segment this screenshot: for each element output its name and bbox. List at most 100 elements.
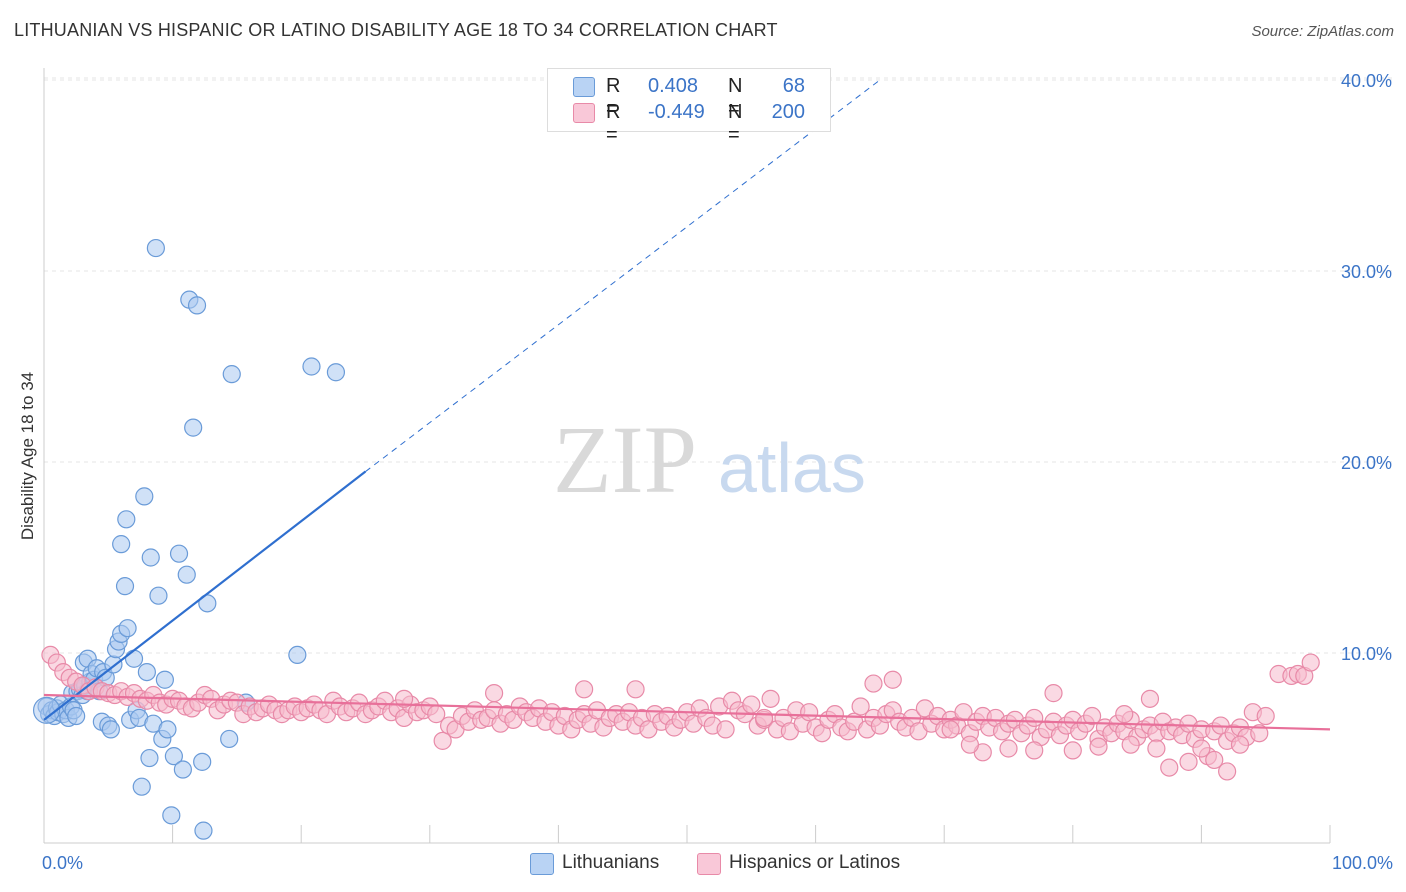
legend-swatch-blue	[573, 77, 595, 97]
series-hispanics	[41, 645, 1320, 781]
data-point	[117, 510, 136, 529]
legend-r-label: R =	[606, 75, 621, 120]
watermark-zip: ZIP	[553, 406, 697, 513]
data-point	[1218, 762, 1237, 781]
data-point	[1089, 737, 1108, 756]
data-point	[1115, 705, 1134, 724]
data-point	[394, 689, 414, 708]
data-point	[761, 689, 780, 708]
legend-swatch-pink	[573, 103, 595, 123]
data-point	[1147, 739, 1166, 758]
data-point	[187, 296, 207, 315]
bottom-legend-label: Hispanics or Latinos	[729, 852, 901, 873]
data-point	[118, 619, 137, 638]
bottom-legend-swatch-pink	[697, 853, 721, 875]
data-point	[1250, 724, 1269, 743]
bottom-legend-swatch-blue	[530, 853, 554, 875]
y-axis-label: Disability Age 18 to 34	[18, 372, 37, 540]
data-point	[575, 680, 594, 699]
data-point	[954, 703, 973, 722]
data-point	[1205, 750, 1224, 770]
y-tick-label: 30.0%	[1341, 262, 1392, 282]
data-point	[132, 777, 151, 796]
data-point	[1063, 741, 1082, 760]
data-point	[485, 684, 504, 703]
legend-n-label: N =	[728, 101, 743, 146]
data-point	[999, 739, 1018, 758]
legend-r-value: 0.408	[648, 75, 699, 97]
data-point	[626, 680, 645, 699]
data-point	[193, 752, 212, 771]
data-point	[155, 670, 174, 689]
data-point	[864, 674, 883, 693]
data-point	[146, 238, 165, 258]
data-point	[302, 357, 321, 376]
data-point	[1082, 706, 1102, 726]
data-point	[1301, 653, 1320, 672]
data-point	[1179, 752, 1198, 771]
data-point	[1044, 684, 1063, 703]
y-tick-label: 40.0%	[1341, 71, 1392, 91]
data-point	[124, 649, 144, 668]
data-point	[135, 487, 154, 506]
data-point-cluster	[32, 696, 61, 724]
stats-legend: R = 0.408 N = 68 R = -0.449 N = 200	[547, 68, 831, 146]
watermark-atlas: atlas	[718, 429, 866, 507]
data-point	[115, 577, 135, 596]
trend-line-lithuanians	[43, 470, 367, 721]
data-point	[173, 760, 192, 779]
legend-n-value: 68	[782, 75, 805, 97]
data-point	[851, 697, 870, 716]
trend-lines	[43, 79, 1331, 731]
trend-line-hispanics	[43, 693, 1331, 731]
data-point	[941, 720, 960, 739]
data-point	[1160, 758, 1179, 777]
data-point	[141, 548, 160, 567]
data-point	[288, 645, 307, 665]
data-point	[1230, 735, 1250, 754]
data-point	[1025, 741, 1044, 760]
watermark: ZIP atlas	[553, 406, 866, 513]
legend-r-value: -0.449	[648, 101, 705, 123]
data-point	[137, 662, 156, 682]
y-tick-label: 10.0%	[1341, 644, 1392, 664]
trend-line-lithuanians-extension	[365, 79, 881, 472]
data-point	[112, 535, 131, 554]
bottom-legend-label: Lithuanians	[562, 852, 660, 873]
data-point	[222, 365, 241, 384]
data-point	[716, 720, 735, 739]
legend-n-label: N =	[728, 75, 743, 120]
data-point	[194, 821, 213, 840]
data-point	[326, 363, 346, 382]
data-point	[169, 544, 189, 563]
data-point	[1121, 735, 1140, 754]
data-point	[1192, 739, 1211, 758]
source-label: Source: ZipAtlas.com	[1251, 23, 1394, 40]
data-point	[162, 806, 181, 825]
data-point	[755, 708, 774, 728]
data-point	[800, 703, 819, 722]
data-point	[101, 720, 120, 739]
data-point	[1256, 706, 1275, 726]
legend-n-value: 200	[771, 101, 805, 123]
series-lithuanians	[32, 238, 346, 840]
data-point	[158, 720, 177, 739]
data-point	[220, 729, 239, 749]
data-point	[164, 747, 183, 766]
axis-labels: 10.0% 20.0% 30.0% 40.0% 0.0% 100.0% Disability…	[18, 71, 1393, 873]
y-tick-label: 20.0%	[1341, 453, 1392, 473]
data-point	[433, 731, 452, 750]
x-tick-label: 100.0%	[1332, 853, 1393, 873]
grid-layer	[44, 77, 1392, 654]
data-point	[67, 706, 86, 726]
data-point	[149, 586, 168, 605]
data-point	[184, 418, 203, 437]
data-point	[177, 565, 196, 584]
data-point	[742, 695, 761, 714]
chart-title: LITHUANIAN VS HISPANIC OR LATINO DISABIL…	[14, 20, 778, 40]
data-point	[140, 748, 159, 768]
data-point	[1140, 689, 1160, 708]
legend-r-label: R =	[606, 101, 621, 146]
data-point	[960, 735, 980, 754]
